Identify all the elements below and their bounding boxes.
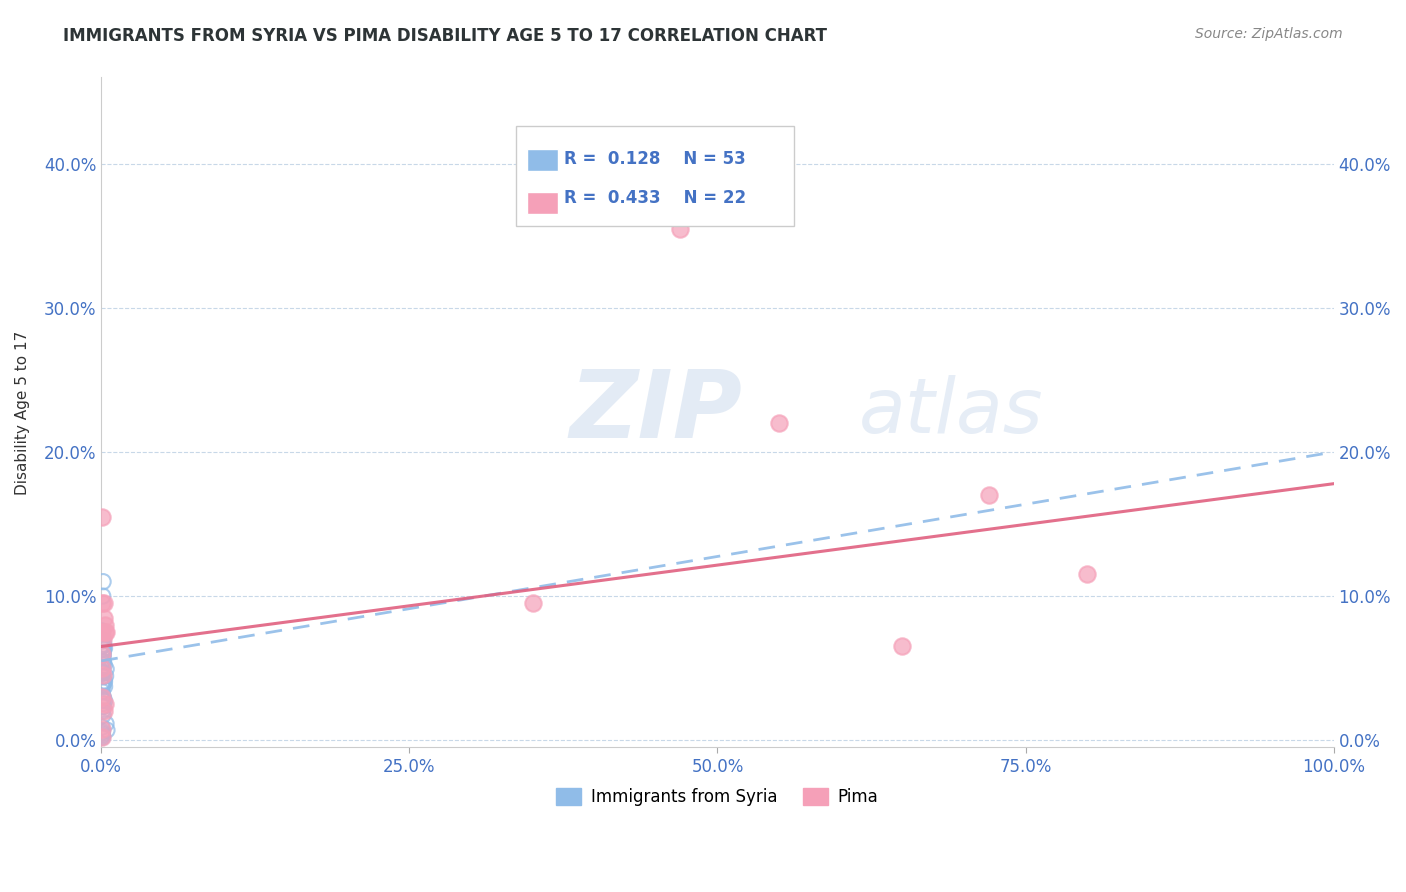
Point: [91, 708, 114, 723]
Point: [91, 648, 114, 663]
Point: [768, 416, 790, 430]
Point: [91, 684, 114, 698]
Text: R =  0.128    N = 53: R = 0.128 N = 53: [564, 151, 745, 169]
Point: [91, 665, 114, 679]
Point: [91, 690, 114, 705]
Point: [91, 645, 114, 659]
Point: [977, 488, 1000, 502]
Point: [91, 646, 114, 660]
Point: [91, 693, 114, 707]
Point: [91, 509, 114, 524]
Point: [91, 574, 114, 589]
Point: [91, 670, 114, 684]
Point: [91, 661, 114, 675]
Point: [91, 625, 114, 640]
Point: [91, 655, 114, 669]
Point: [93, 642, 115, 657]
Point: [91, 729, 114, 743]
Point: [93, 673, 115, 688]
Point: [91, 665, 114, 680]
Point: [91, 648, 114, 662]
Point: [91, 638, 114, 652]
Point: [91, 699, 114, 714]
Point: [93, 610, 115, 624]
Point: [93, 655, 115, 669]
Text: R =  0.433    N = 22: R = 0.433 N = 22: [564, 189, 747, 207]
Point: [91, 625, 114, 640]
Point: [91, 704, 114, 718]
Text: ZIP: ZIP: [569, 367, 742, 458]
Point: [91, 640, 114, 654]
Point: [90, 677, 112, 691]
Point: [94, 716, 117, 731]
Point: [91, 727, 114, 741]
Point: [91, 647, 114, 661]
Point: [91, 720, 114, 734]
Point: [90, 679, 112, 693]
Text: Source: ZipAtlas.com: Source: ZipAtlas.com: [1195, 27, 1343, 41]
Point: [91, 633, 114, 648]
Point: [91, 697, 114, 711]
Point: [93, 704, 115, 718]
Point: [91, 724, 114, 739]
Point: [93, 596, 115, 610]
Point: [91, 690, 114, 704]
Point: [91, 679, 114, 693]
Point: [91, 668, 114, 682]
Point: [91, 679, 114, 693]
Point: [91, 726, 114, 740]
Legend: Immigrants from Syria, Pima: Immigrants from Syria, Pima: [550, 781, 886, 813]
Point: [91, 731, 114, 745]
Point: [91, 665, 114, 680]
Point: [522, 596, 544, 610]
Point: [91, 690, 114, 704]
Point: [91, 642, 114, 657]
Text: atlas: atlas: [859, 376, 1043, 450]
Point: [94, 669, 117, 683]
Point: [93, 694, 115, 708]
Point: [891, 640, 914, 654]
Point: [93, 658, 115, 673]
Point: [91, 634, 114, 648]
Point: [93, 674, 115, 689]
Point: [91, 731, 114, 745]
Point: [91, 647, 114, 661]
Point: [91, 675, 114, 690]
Text: IMMIGRANTS FROM SYRIA VS PIMA DISABILITY AGE 5 TO 17 CORRELATION CHART: IMMIGRANTS FROM SYRIA VS PIMA DISABILITY…: [63, 27, 827, 45]
Point: [90, 624, 112, 638]
Y-axis label: Disability Age 5 to 17: Disability Age 5 to 17: [15, 330, 30, 494]
Point: [669, 221, 692, 235]
Point: [1076, 567, 1098, 582]
Point: [91, 596, 114, 610]
Point: [91, 666, 114, 681]
Point: [93, 680, 115, 694]
Point: [90, 660, 112, 674]
Point: [94, 662, 117, 676]
Point: [96, 625, 118, 640]
Point: [94, 618, 117, 632]
Point: [94, 625, 117, 640]
Point: [91, 664, 114, 678]
Point: [93, 641, 115, 656]
Point: [91, 722, 114, 736]
Point: [91, 589, 114, 603]
Point: [91, 693, 114, 707]
Point: [96, 723, 118, 738]
Point: [93, 637, 115, 651]
Point: [91, 632, 114, 647]
Point: [91, 670, 114, 684]
Point: [91, 660, 114, 674]
Point: [91, 661, 114, 675]
Point: [90, 624, 112, 639]
Point: [90, 640, 112, 654]
Point: [93, 699, 115, 714]
Point: [94, 697, 117, 711]
